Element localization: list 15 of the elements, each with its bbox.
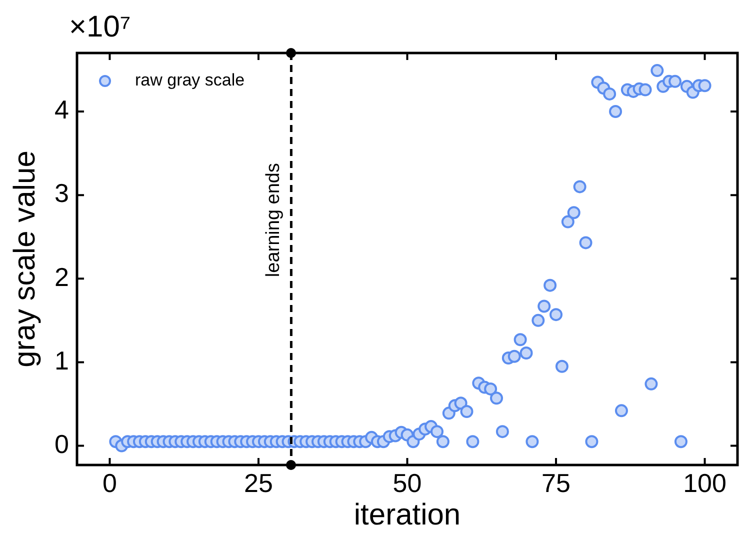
x-axis-title: iteration (354, 498, 461, 532)
y-tick-label: 1 (54, 345, 69, 376)
y-tick-label: 3 (54, 178, 69, 208)
y-tick-label: 2 (54, 262, 69, 292)
x-tick-label: 50 (392, 468, 422, 498)
legend-label: raw gray scale (135, 70, 245, 90)
y-tick-label: 0 (54, 428, 69, 459)
x-tick-label: 25 (244, 468, 273, 498)
x-tick-label: 0 (102, 468, 117, 498)
x-tick-label: 100 (683, 468, 726, 498)
text: ×10⁷ (69, 10, 131, 44)
ref-line-label: learning ends (262, 163, 284, 278)
y-tick-label: 4 (54, 94, 69, 125)
x-tick-label: 75 (542, 468, 570, 498)
y-axis-title: gray scale value (8, 150, 42, 368)
